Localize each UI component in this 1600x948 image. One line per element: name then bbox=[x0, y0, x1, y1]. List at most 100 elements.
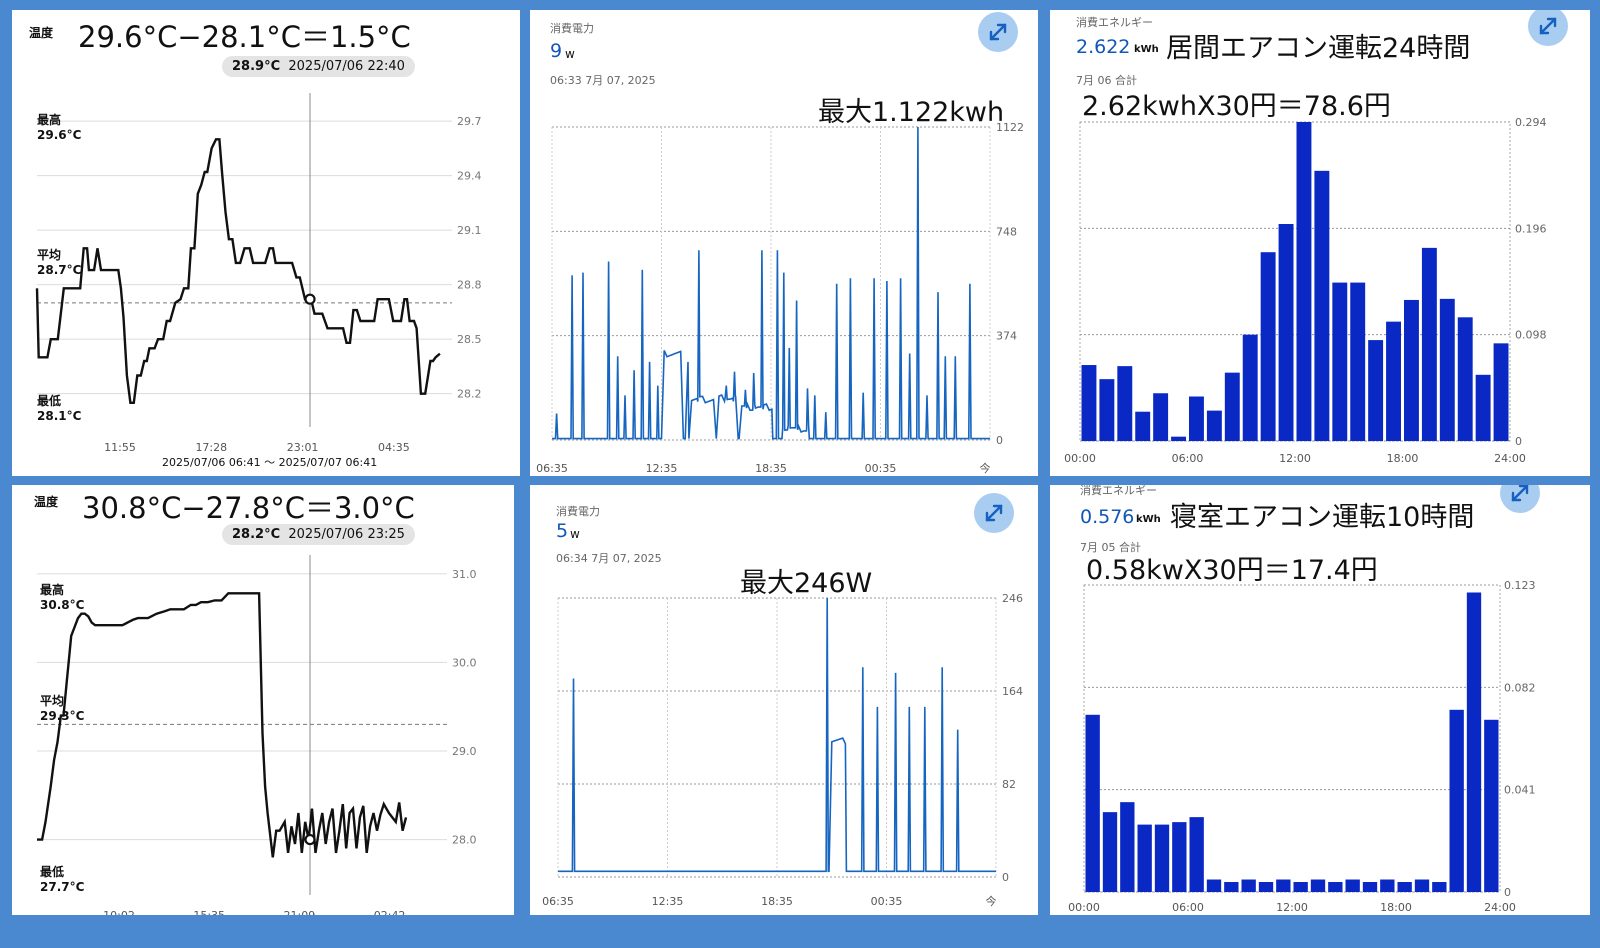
avg-label: 平均 bbox=[37, 248, 62, 262]
plot-frame bbox=[1079, 121, 1511, 442]
x-tick-label: 15:35 bbox=[193, 909, 225, 915]
x-tick-label: 00:00 bbox=[1068, 901, 1100, 914]
energy-bar bbox=[1397, 882, 1412, 892]
max-value: 29.6°C bbox=[37, 128, 82, 142]
temp-chart-2: 31.0 30.0 29.0 28.0 10:02 15:35 21:09 02:42 bbox=[37, 555, 477, 915]
energy-label: 消費エネルギー bbox=[1076, 16, 1153, 29]
energy-bar bbox=[1224, 882, 1239, 892]
energy-bar bbox=[1345, 879, 1360, 892]
energy-bar bbox=[1414, 879, 1430, 892]
min-value: 27.7°C bbox=[40, 880, 85, 894]
max-label: 最高 bbox=[37, 113, 62, 127]
power-label: 消費電力 bbox=[550, 22, 594, 35]
x-tick-label: 21:09 bbox=[284, 909, 316, 915]
expand-arrows-icon bbox=[1539, 17, 1557, 35]
x-tick-label: 24:00 bbox=[1484, 901, 1516, 914]
y-tick-label: 82 bbox=[1002, 778, 1016, 791]
x-tick-label: 06:35 bbox=[536, 462, 568, 475]
energy-bar bbox=[1466, 592, 1482, 892]
energy-bar bbox=[1241, 879, 1256, 892]
x-tick-label: 18:35 bbox=[761, 895, 793, 908]
y-tick-label: 0.082 bbox=[1504, 681, 1536, 694]
energy-bar bbox=[1189, 396, 1204, 441]
energy-value: 2.622 bbox=[1076, 36, 1131, 58]
energy-title: 寝室エアコン運転10時間 bbox=[1170, 502, 1475, 533]
expand-button[interactable] bbox=[974, 493, 1014, 533]
power-line bbox=[558, 597, 996, 873]
energy-bar bbox=[1102, 812, 1118, 892]
energy-bar bbox=[1296, 122, 1312, 441]
y-tick-label: 246 bbox=[1002, 592, 1023, 605]
energy-note: 0.58kwX30円＝17.4円 bbox=[1086, 555, 1378, 586]
temp-panel-2: 31.030.029.028.010:0215:3521:0902:42 温度 … bbox=[12, 485, 514, 915]
crosshair-temp: 28.9°C bbox=[232, 59, 281, 74]
energy-bar bbox=[1206, 410, 1222, 441]
y-tick-label: 374 bbox=[996, 330, 1017, 343]
y-tick-label: 29.7 bbox=[457, 115, 482, 128]
crosshair-time: 2025/07/06 22:40 bbox=[288, 59, 405, 74]
x-tick-label: 12:35 bbox=[646, 462, 678, 475]
energy-bar bbox=[1493, 343, 1509, 441]
crosshair-marker bbox=[304, 833, 316, 846]
x-tick-label: 00:35 bbox=[865, 462, 897, 475]
power-note: 最大1.122kwh bbox=[818, 97, 1005, 128]
y-tick-label: 29.0 bbox=[452, 745, 477, 758]
energy-bar bbox=[1314, 170, 1330, 441]
x-tick-label: 18:35 bbox=[755, 462, 787, 475]
power-panel-1: 1122 748 374 0 06:35 12:35 18:35 00:35 今 消費電力 9 … bbox=[530, 10, 1038, 476]
y-tick-label: 0.098 bbox=[1515, 329, 1547, 342]
energy-bar bbox=[1432, 882, 1447, 892]
energy-bar bbox=[1154, 824, 1170, 892]
x-tick-label: 12:00 bbox=[1276, 901, 1308, 914]
expand-button[interactable] bbox=[1500, 485, 1540, 513]
energy-bar bbox=[1439, 298, 1455, 441]
crosshair-readout: 28.2°C 2025/07/06 23:25 bbox=[222, 524, 415, 545]
expand-button[interactable] bbox=[978, 12, 1018, 52]
x-tick-label: 18:00 bbox=[1380, 901, 1412, 914]
x-tick-label: 12:35 bbox=[652, 895, 684, 908]
x-tick-label: 06:35 bbox=[542, 895, 574, 908]
min-label: 最低 bbox=[37, 394, 62, 408]
avg-label: 平均 bbox=[40, 694, 65, 708]
power-chart-1: 1122 748 374 0 06:35 12:35 18:35 00:35 今 bbox=[536, 121, 1024, 475]
y-tick-label: 0.196 bbox=[1515, 222, 1547, 235]
y-tick-label: 28.0 bbox=[452, 834, 477, 847]
avg-value: 29.3°C bbox=[40, 709, 85, 723]
energy-bar bbox=[1172, 822, 1187, 892]
energy-bar bbox=[1117, 366, 1133, 441]
x-tick-label: 02:42 bbox=[374, 909, 406, 915]
y-tick-label: 1122 bbox=[996, 121, 1024, 134]
y-tick-label: 0 bbox=[996, 434, 1003, 447]
power-label: 消費電力 bbox=[556, 505, 600, 518]
expand-button[interactable] bbox=[1528, 10, 1568, 46]
min-value: 28.1°C bbox=[37, 409, 82, 423]
temp-heading: 温度 bbox=[34, 495, 59, 509]
x-tick-label: 24:00 bbox=[1494, 452, 1526, 465]
energy-bar bbox=[1135, 411, 1151, 441]
temperature-line bbox=[37, 592, 408, 858]
x-tick-label: 06:00 bbox=[1172, 452, 1204, 465]
power-line bbox=[552, 126, 990, 440]
energy-bar bbox=[1484, 719, 1499, 892]
energy-bar bbox=[1171, 436, 1186, 441]
energy-bar bbox=[1224, 372, 1240, 441]
max-label: 最高 bbox=[40, 583, 65, 597]
x-tick-label: 10:02 bbox=[103, 909, 135, 915]
energy-bar bbox=[1153, 393, 1169, 441]
energy-bar bbox=[1362, 882, 1378, 892]
y-tick-label: 164 bbox=[1002, 685, 1023, 698]
energy-unit: kWh bbox=[1134, 44, 1159, 55]
energy-value: 0.576 bbox=[1080, 506, 1135, 528]
x-tick-label: 今 bbox=[986, 894, 997, 908]
x-tick-label: 今 bbox=[980, 461, 991, 475]
y-tick-label: 748 bbox=[996, 225, 1017, 238]
crosshair-temp: 28.2°C bbox=[232, 527, 281, 542]
energy-bar bbox=[1206, 879, 1222, 892]
temp-formula: 30.8°C−27.8°C＝3.0°C bbox=[82, 491, 415, 525]
power-note: 最大246W bbox=[740, 568, 873, 599]
x-tick-label: 12:00 bbox=[1279, 452, 1311, 465]
temp-panel-1: 29.7 29.4 29.1 28.8 28.5 28.2 11:55 17:28 23:01 0… bbox=[12, 10, 520, 476]
energy-panel-1: 0.294 0.196 0.098 0 00:00 06:00 12:00 18:00 24:0… bbox=[1050, 10, 1590, 476]
crosshair-marker bbox=[304, 293, 316, 305]
energy-label: 消費エネルギー bbox=[1080, 485, 1157, 497]
